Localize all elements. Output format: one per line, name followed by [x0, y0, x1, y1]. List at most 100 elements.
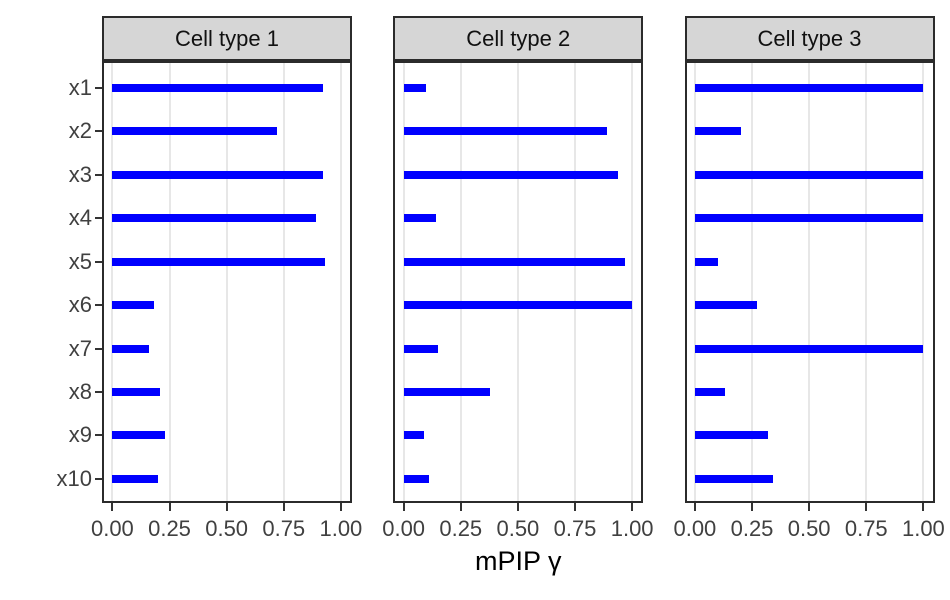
y-axis-label: x3 [68, 161, 92, 187]
bar-x6 [403, 301, 633, 310]
facet-strip: Cell type 1 [102, 16, 352, 61]
x-axis-tick-label: 0.50 [787, 516, 831, 541]
bar-x2 [694, 127, 741, 136]
x-axis-tick-label: 0.50 [496, 516, 540, 541]
facet-strip: Cell type 2 [393, 16, 644, 61]
x-axis-tick-label: 0.75 [844, 516, 888, 541]
bar-x10 [694, 474, 773, 483]
bar-x9 [694, 431, 768, 440]
bar-x1 [112, 84, 323, 92]
bar-x3 [694, 170, 924, 179]
gridline [922, 63, 925, 501]
x-axis-tick-label: 1.00 [319, 516, 363, 541]
bar-x7 [403, 344, 438, 353]
y-axis-tick [95, 87, 102, 89]
x-axis-tick-label: 0.00 [90, 516, 134, 541]
facet-strip: Cell type 3 [684, 16, 935, 61]
y-axis-tick [95, 304, 102, 307]
x-axis-tick [922, 503, 925, 511]
plot-area [393, 61, 644, 503]
x-axis-tick [339, 503, 342, 511]
bar-x1 [403, 84, 427, 92]
x-axis-tick [693, 503, 696, 511]
y-axis-label: x5 [68, 248, 92, 274]
y-axis-label: x4 [68, 205, 92, 231]
y-axis-label: x7 [68, 335, 92, 361]
bar-x9 [403, 431, 425, 440]
plot-area [102, 61, 352, 503]
y-axis-tick [95, 217, 102, 220]
bar-x8 [694, 388, 725, 396]
facet-strip-label: Cell type 3 [757, 25, 862, 51]
y-axis-tick [95, 130, 102, 133]
x-axis-tick [282, 503, 285, 511]
bar-x3 [112, 170, 323, 179]
bar-x4 [112, 214, 316, 223]
x-axis-tick [402, 503, 405, 511]
x-axis-tick [459, 503, 462, 511]
bar-x4 [403, 214, 436, 223]
y-axis-label: x8 [68, 379, 92, 404]
bar-x5 [112, 257, 325, 266]
x-axis-tick [631, 503, 634, 511]
x-axis-tick-label: 0.75 [553, 516, 597, 541]
y-axis-tick [95, 477, 102, 480]
gridline [751, 63, 754, 501]
bar-x2 [403, 127, 607, 136]
gridline [168, 63, 171, 501]
bar-x5 [403, 257, 626, 266]
bar-x3 [403, 170, 619, 179]
y-axis-label: x10 [56, 465, 92, 491]
gridline [516, 63, 519, 501]
bar-x2 [112, 127, 277, 136]
y-axis-tick [95, 347, 102, 350]
y-axis-label: x1 [68, 75, 92, 100]
gridline [631, 63, 634, 501]
x-axis-tick [225, 503, 228, 511]
bar-x9 [112, 431, 165, 440]
bar-x8 [112, 388, 161, 396]
gridline [865, 63, 868, 501]
gridline [402, 63, 405, 501]
gridline [808, 63, 811, 501]
bar-x10 [112, 474, 159, 483]
x-axis-tick-label: 1.00 [610, 516, 654, 541]
facet-strip-label: Cell type 2 [466, 25, 571, 51]
x-axis-tick [168, 503, 171, 511]
gridline [339, 63, 342, 501]
x-axis-tick-label: 0.00 [382, 516, 426, 541]
x-axis-tick-label: 0.25 [730, 516, 774, 541]
y-axis-tick [95, 173, 102, 176]
bar-x6 [694, 301, 757, 310]
x-axis-tick [751, 503, 754, 511]
x-axis-tick-label: 0.25 [148, 516, 191, 541]
gridline [693, 63, 696, 501]
gridline [282, 63, 285, 501]
x-axis-tick-label: 1.00 [901, 516, 945, 541]
x-axis-tick [111, 503, 114, 511]
bar-x7 [112, 344, 149, 353]
x-axis-tick [865, 503, 868, 511]
plot-area [684, 61, 935, 503]
bar-x6 [112, 301, 154, 310]
facet-strip-label: Cell type 1 [175, 25, 279, 51]
x-axis-tick-label: 0.75 [262, 516, 306, 541]
bar-x5 [694, 257, 718, 266]
bar-x4 [694, 214, 924, 223]
x-axis-tick [574, 503, 577, 511]
x-axis-tick [516, 503, 519, 511]
x-axis-tick-label: 0.00 [673, 516, 717, 541]
x-axis-tick-label: 0.25 [439, 516, 483, 541]
x-axis-title: mPIP γ [474, 546, 562, 576]
gridline [225, 63, 228, 501]
y-axis-tick [95, 260, 102, 263]
bar-x1 [694, 84, 924, 92]
gridline [574, 63, 577, 501]
y-axis-tick [95, 434, 102, 437]
y-axis-tick [95, 391, 102, 393]
gridline [111, 63, 114, 501]
bar-x7 [694, 344, 924, 353]
x-axis-tick [808, 503, 811, 511]
bar-x8 [403, 388, 491, 396]
